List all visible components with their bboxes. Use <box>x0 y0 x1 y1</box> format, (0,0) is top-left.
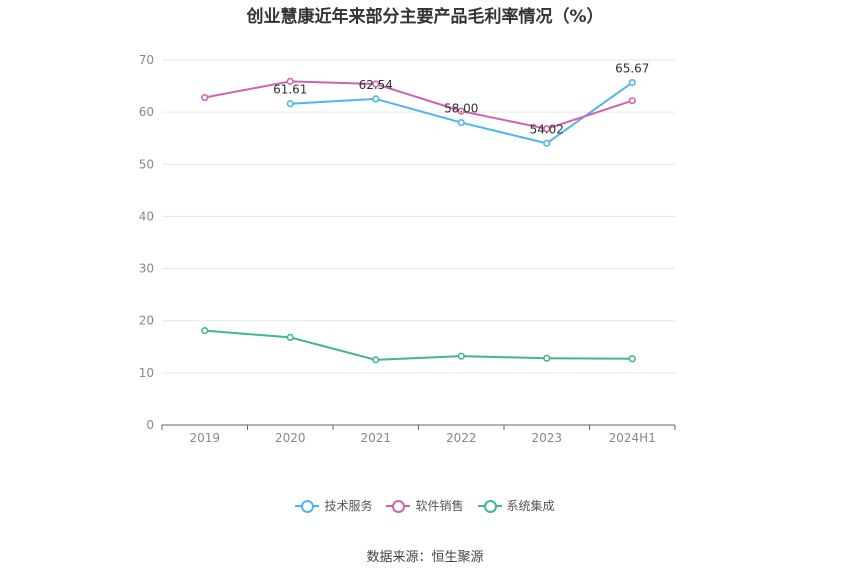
x-tick-label: 2021 <box>360 431 391 445</box>
data-labels: 61.61 62.54 58.00 54.02 65.67 <box>273 62 649 137</box>
y-tick-label: 40 <box>139 209 154 223</box>
legend-marker-icon <box>477 499 502 513</box>
data-point <box>286 333 294 342</box>
legend-item[interactable]: 系统集成 <box>477 497 555 514</box>
legend-item[interactable]: 技术服务 <box>295 497 372 514</box>
y-tick-label: 60 <box>139 105 154 119</box>
data-label: 58.00 <box>444 102 478 116</box>
legend-label: 软件销售 <box>415 499 464 513</box>
y-tick-label: 0 <box>146 418 154 432</box>
data-point <box>372 356 380 364</box>
source-note: 数据来源：恒生聚源 <box>366 550 484 565</box>
x-tick-label: 2020 <box>275 431 306 445</box>
gridlines <box>162 59 675 374</box>
data-point <box>628 355 636 363</box>
data-label: 61.61 <box>273 83 307 97</box>
series-line-2 <box>204 329 633 361</box>
x-tick-label: 2023 <box>531 431 562 445</box>
data-point <box>457 118 465 127</box>
series-lines <box>201 77 636 364</box>
y-tick-label: 20 <box>139 314 154 328</box>
y-tick-label: 70 <box>139 53 154 67</box>
data-point <box>372 80 380 88</box>
data-label: 54.02 <box>530 122 564 136</box>
y-tick-label: 50 <box>139 157 154 171</box>
data-label: 62.54 <box>359 78 393 92</box>
data-point <box>201 327 209 335</box>
data-point <box>286 77 294 85</box>
chart-title: 创业慧康近年来部分主要产品毛利率情况（%） <box>246 7 604 27</box>
axes: 0 10 20 30 40 50 60 70 2019 2020 2021 2022 2023 2024H… <box>139 53 676 445</box>
legend-marker-icon <box>386 499 411 513</box>
legend-marker-icon <box>295 499 320 513</box>
data-point <box>543 354 551 362</box>
data-point <box>286 100 294 108</box>
data-label: 65.67 <box>615 62 649 76</box>
data-point <box>457 352 465 360</box>
x-tick-label: 2024H1 <box>609 431 656 445</box>
legend-label: 系统集成 <box>506 499 555 513</box>
data-point <box>201 93 209 102</box>
y-tick-label: 10 <box>139 366 154 380</box>
data-point <box>628 97 636 105</box>
series-line-1 <box>204 80 633 130</box>
data-point <box>543 125 551 133</box>
y-tick-label: 30 <box>139 262 154 276</box>
x-tick-label: 2019 <box>189 431 220 445</box>
data-point <box>457 107 465 115</box>
x-tick-label: 2022 <box>446 431 477 445</box>
legend-item[interactable]: 软件销售 <box>386 497 464 514</box>
legend: 技术服务 软件销售 系统集成 <box>0 497 850 514</box>
data-point <box>372 95 380 103</box>
data-point <box>628 78 636 87</box>
legend-label: 技术服务 <box>324 499 373 513</box>
data-point <box>543 139 551 147</box>
